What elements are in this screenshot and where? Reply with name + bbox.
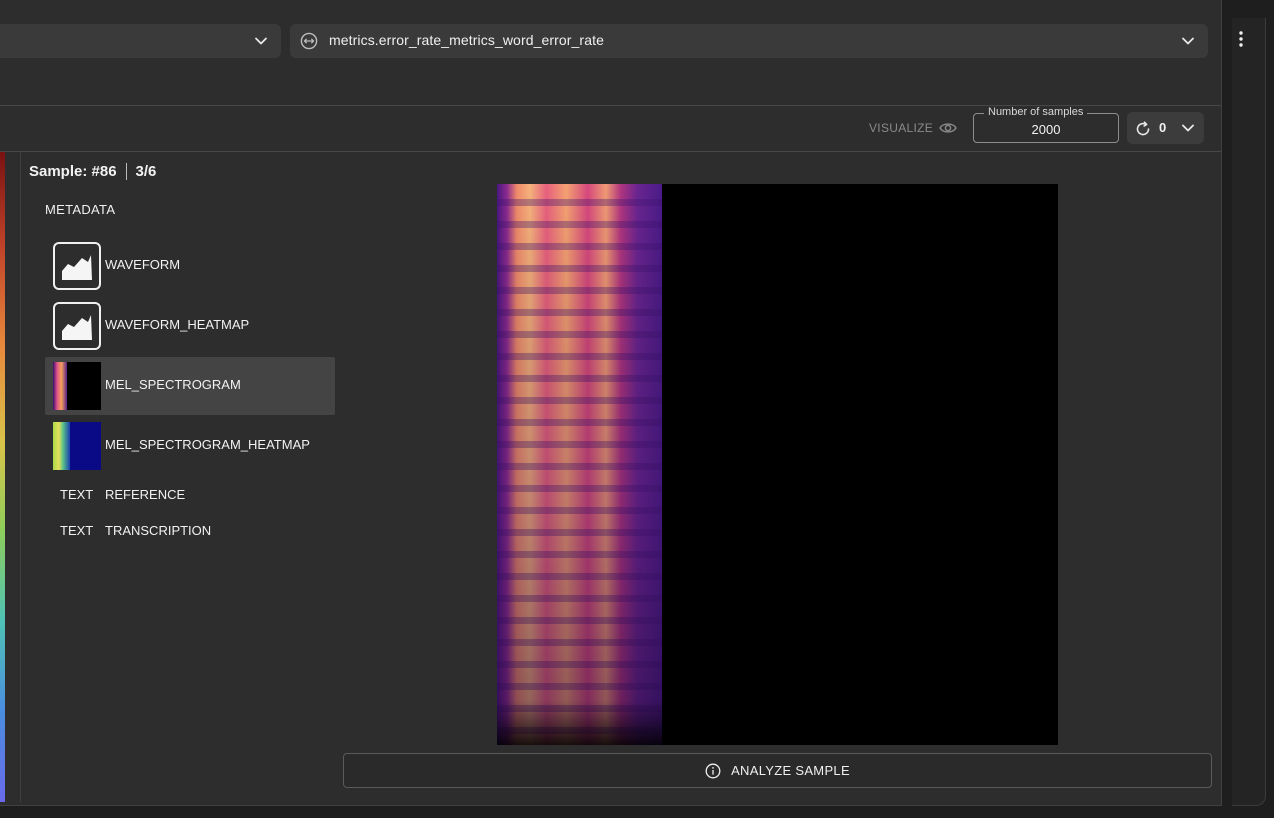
mel-spectrogram-image	[497, 184, 1058, 745]
item-label: MEL_SPECTROGRAM	[105, 377, 241, 392]
eye-icon	[939, 123, 957, 133]
list-item-waveform-heatmap[interactable]: WAVEFORM_HEATMAP	[45, 297, 335, 355]
item-kind: TEXT	[60, 523, 94, 538]
metric-select-value: metrics.error_rate_metrics_word_error_ra…	[329, 32, 604, 48]
info-icon	[705, 763, 721, 778]
item-label: WAVEFORM	[105, 257, 181, 272]
sample-header: Sample: #86 3/6	[29, 163, 156, 180]
item-kind: TEXT	[60, 487, 94, 502]
list-item-reference[interactable]: TEXT REFERENCE	[60, 487, 185, 502]
number-of-samples-field[interactable]: Number of samples 2000	[973, 106, 1119, 143]
spectrogram-thumbnail	[53, 362, 101, 410]
visualize-button[interactable]: VISUALIZE	[869, 121, 957, 135]
analyze-sample-label: ANALYZE SAMPLE	[731, 763, 850, 778]
refresh-count: 0	[1159, 120, 1167, 135]
selector-row: metrics.error_rate_metrics_word_error_ra…	[0, 18, 1221, 64]
list-item-mel-spectrogram-heatmap[interactable]: MEL_SPECTROGRAM_HEATMAP	[45, 417, 335, 475]
more-options-icon[interactable]	[1238, 30, 1244, 48]
sample-position: 3/6	[135, 163, 157, 180]
area-chart-icon	[53, 302, 101, 350]
area-chart-icon	[53, 242, 101, 290]
chevron-down-icon[interactable]	[1181, 121, 1195, 135]
metric-select[interactable]: metrics.error_rate_metrics_word_error_ra…	[290, 24, 1208, 58]
heatmap-thumbnail	[53, 422, 101, 470]
arrows-horizontal-icon	[300, 32, 318, 50]
separator	[125, 163, 127, 180]
visualize-label: VISUALIZE	[869, 121, 934, 135]
list-item-waveform[interactable]: WAVEFORM	[45, 237, 335, 295]
divider	[0, 151, 1221, 152]
chevron-down-icon	[255, 37, 267, 45]
chevron-down-icon	[1182, 37, 1194, 45]
item-label: MEL_SPECTROGRAM_HEATMAP	[105, 437, 310, 452]
color-scale-bar	[0, 152, 5, 802]
refresh-button[interactable]: 0	[1127, 112, 1204, 144]
item-label: REFERENCE	[105, 487, 186, 502]
divider	[20, 152, 21, 802]
item-label: WAVEFORM_HEATMAP	[105, 317, 250, 332]
metadata-heading: METADATA	[45, 202, 116, 217]
item-label: TRANSCRIPTION	[105, 523, 212, 538]
app-panel: metrics.error_rate_metrics_word_error_ra…	[0, 0, 1222, 806]
list-item-transcription[interactable]: TEXT TRANSCRIPTION	[60, 523, 211, 538]
dataset-select[interactable]	[0, 24, 281, 58]
samples-label: Number of samples	[984, 106, 1088, 118]
sample-id: Sample: #86	[29, 163, 117, 180]
list-item-mel-spectrogram[interactable]: MEL_SPECTROGRAM	[45, 357, 335, 415]
analyze-sample-button[interactable]: ANALYZE SAMPLE	[343, 753, 1212, 788]
side-panel	[1232, 18, 1266, 806]
divider	[0, 105, 1221, 106]
refresh-icon	[1136, 121, 1150, 136]
samples-value: 2000	[1031, 122, 1061, 137]
